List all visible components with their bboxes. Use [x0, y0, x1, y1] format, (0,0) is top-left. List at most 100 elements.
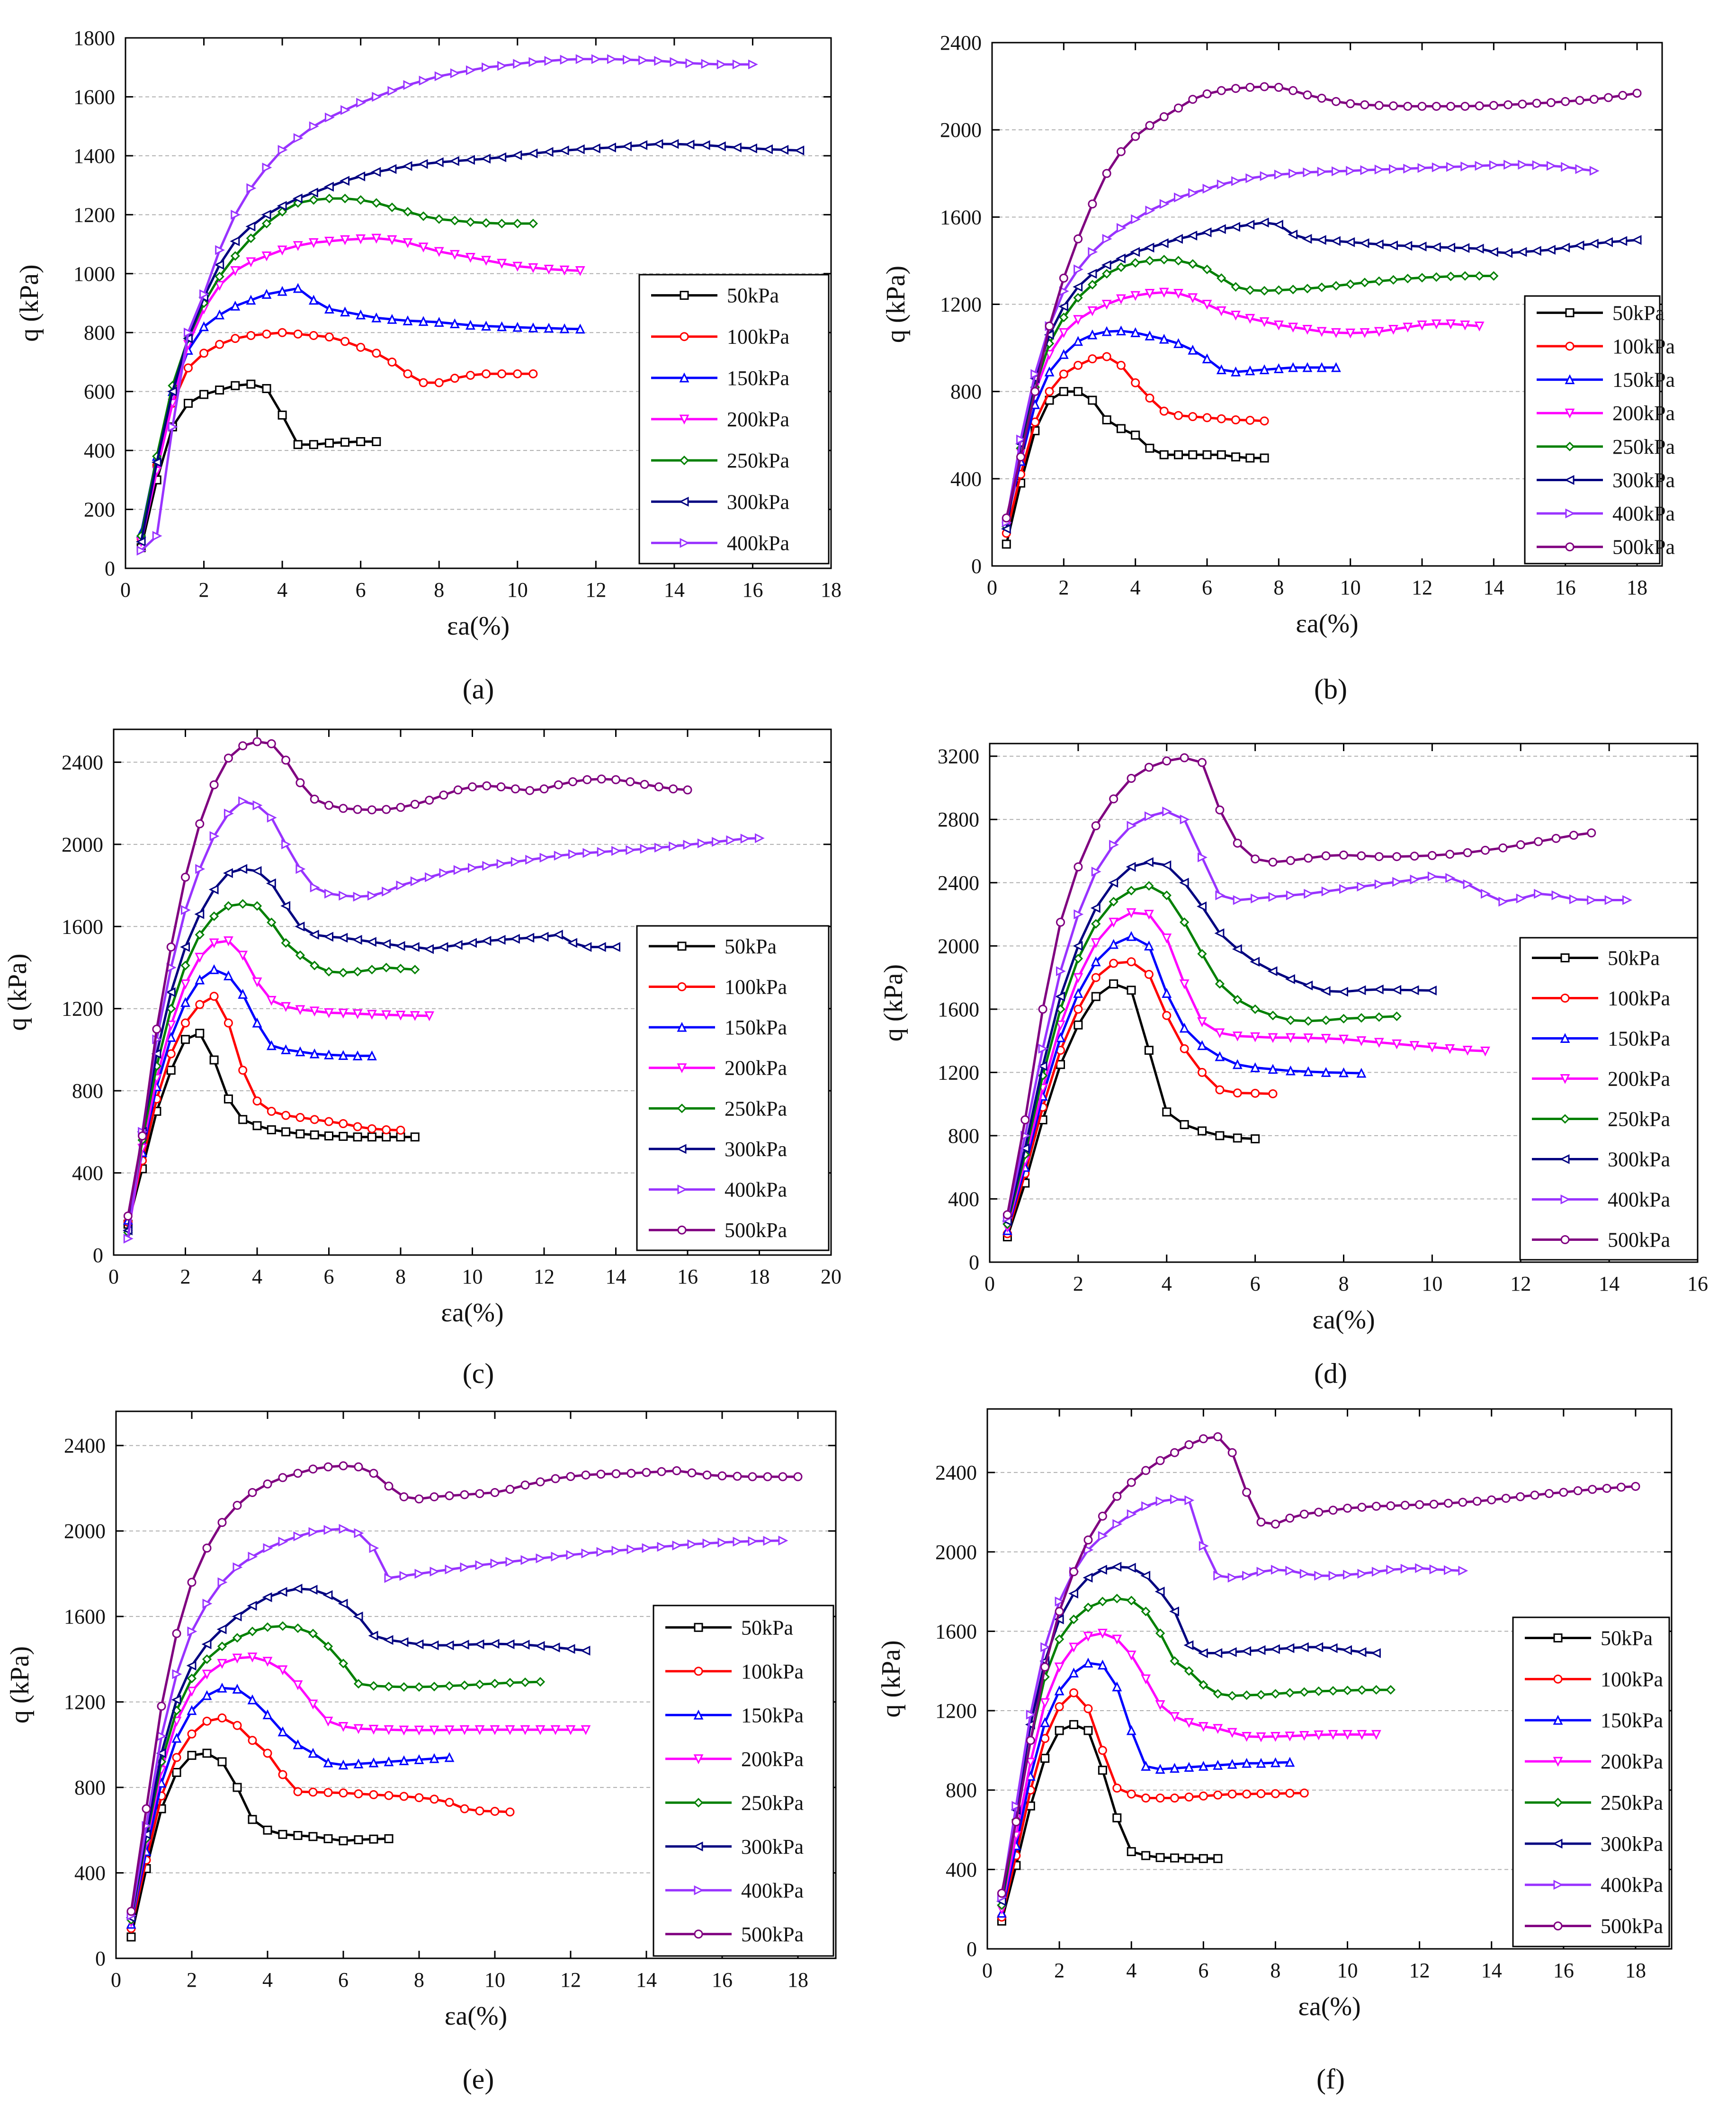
data-point: [1188, 293, 1198, 304]
data-point: [1162, 1107, 1172, 1117]
data-point: [640, 780, 649, 789]
data-point: [794, 145, 805, 156]
x-tick-label: 0: [984, 1272, 995, 1295]
data-point: [247, 1626, 258, 1636]
data-point: [353, 1758, 364, 1768]
data-point: [1357, 1685, 1367, 1695]
data-point: [308, 1787, 318, 1797]
data-point: [497, 61, 508, 71]
data-point: [566, 1472, 575, 1481]
data-point: [278, 1536, 288, 1547]
series-50kPa: [997, 1720, 1223, 1926]
data-point: [434, 214, 444, 224]
legend-swatch-marker: [1560, 994, 1570, 1003]
panel-caption: (f): [1316, 2063, 1345, 2095]
data-point: [1011, 1801, 1022, 1811]
data-point: [1427, 1042, 1437, 1053]
data-point: [323, 932, 333, 942]
data-point: [1475, 101, 1484, 111]
legend-label: 250kPa: [1612, 435, 1675, 458]
data-point: [310, 1130, 319, 1139]
series-200kPa: [123, 936, 435, 1240]
data-point: [490, 1558, 501, 1569]
data-point: [1532, 160, 1542, 170]
data-point: [398, 1637, 409, 1647]
y-tick-label: 1200: [940, 293, 982, 316]
data-point: [355, 171, 366, 181]
data-point: [1462, 1046, 1473, 1056]
legend-label: 500kPa: [1601, 1915, 1663, 1938]
data-point: [1516, 840, 1525, 850]
data-point: [496, 152, 507, 162]
data-point: [1317, 282, 1327, 292]
data-point: [323, 1834, 333, 1843]
legend-label: 200kPa: [741, 1748, 804, 1771]
data-point: [1198, 758, 1207, 767]
data-point: [1321, 851, 1331, 861]
data-point: [195, 1000, 205, 1009]
legend-label: 50kPa: [727, 284, 779, 307]
data-point: [1116, 223, 1127, 233]
data-point: [252, 901, 262, 911]
x-tick-label: 18: [821, 578, 841, 601]
data-point: [339, 1524, 349, 1534]
y-tick-label: 1600: [935, 1620, 977, 1643]
data-point: [1073, 282, 1083, 292]
data-point: [1251, 1134, 1260, 1144]
data-point: [1534, 888, 1544, 899]
data-point: [339, 1788, 348, 1798]
data-point: [1270, 1644, 1280, 1654]
data-point: [1445, 873, 1456, 883]
data-point: [202, 1654, 212, 1664]
x-tick-label: 0: [111, 1968, 121, 1991]
data-point: [1074, 1005, 1083, 1014]
data-point: [293, 1680, 303, 1690]
data-point: [324, 1008, 334, 1018]
data-point: [266, 878, 276, 888]
legend-label: 100kPa: [1608, 987, 1670, 1010]
data-point: [195, 952, 205, 963]
data-point: [1617, 236, 1628, 246]
data-point: [560, 54, 570, 65]
data-point: [1632, 89, 1642, 98]
data-point: [245, 221, 256, 232]
data-point: [183, 363, 193, 373]
data-point: [1459, 243, 1470, 253]
legend-label: 500kPa: [741, 1923, 804, 1946]
data-point: [324, 967, 334, 977]
series-line: [140, 383, 376, 548]
x-tick-label: 4: [1126, 1959, 1136, 1982]
y-tick-label: 0: [95, 1947, 106, 1970]
data-point: [1356, 1647, 1367, 1657]
y-tick-label: 0: [966, 1938, 977, 1961]
data-point: [1155, 1764, 1165, 1774]
data-point: [1429, 1499, 1439, 1509]
x-tick-label: 4: [277, 578, 287, 601]
legend-swatch-marker: [1553, 1880, 1564, 1890]
data-point: [525, 854, 536, 865]
data-point: [1198, 1761, 1208, 1771]
data-point: [1260, 171, 1270, 181]
data-point: [1245, 285, 1255, 295]
data-point: [1489, 160, 1499, 170]
data-point: [1298, 1642, 1309, 1652]
data-point: [1259, 317, 1270, 327]
data-point: [1463, 879, 1473, 889]
data-point: [453, 865, 464, 875]
y-tick-label: 2000: [940, 118, 982, 142]
data-point: [277, 1587, 287, 1597]
data-point: [582, 775, 592, 784]
legend-label: 200kPa: [1608, 1067, 1670, 1091]
data-point: [281, 1111, 291, 1120]
series-300kPa: [1002, 857, 1437, 1226]
data-point: [340, 176, 350, 186]
legend-swatch-marker: [694, 1929, 703, 1939]
y-tick-label: 0: [93, 1244, 103, 1267]
data-point: [323, 1716, 333, 1727]
x-tick-label: 10: [1337, 1959, 1358, 1982]
data-point: [382, 1125, 391, 1135]
data-point: [1144, 910, 1154, 920]
data-point: [430, 1566, 440, 1577]
data-point: [1415, 1500, 1424, 1509]
data-point: [1498, 843, 1508, 852]
